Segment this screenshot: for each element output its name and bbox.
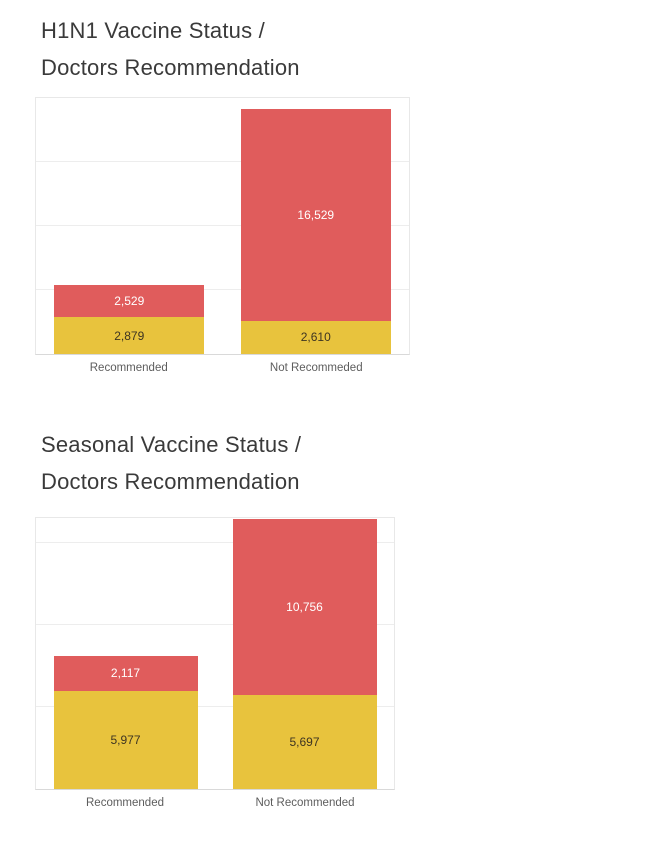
- segment-value-label: 2,879: [114, 328, 145, 343]
- chart-title-line-2: Doctors Recommendation: [41, 55, 300, 80]
- category-label: Recommended: [86, 797, 164, 809]
- bar-segment-yellow[interactable]: 5,697: [232, 695, 377, 789]
- stacked-bar[interactable]: 16,529 2,610: [240, 109, 391, 354]
- bar-segment-yellow[interactable]: 5,977: [53, 690, 198, 789]
- bar-slot: 2,117 5,977: [36, 518, 215, 789]
- chart-title: Seasonal Vaccine Status / Doctors Recomm…: [41, 426, 301, 500]
- segment-value-label: 2,117: [110, 666, 141, 681]
- chart-title-line-1: H1N1 Vaccine Status /: [41, 18, 265, 43]
- bar-segment-red[interactable]: 10,756: [232, 518, 377, 696]
- category-row-1: Recommended Not Recommended: [35, 797, 395, 809]
- chart-title-line-2: Doctors Recommendation: [41, 469, 300, 494]
- bar-slot: 2,529 2,879: [36, 98, 223, 354]
- bar-segment-yellow[interactable]: 2,879: [54, 317, 205, 354]
- gridline: [36, 623, 394, 625]
- stacked-bar[interactable]: 2,117 5,977: [53, 656, 198, 789]
- category-row-0: Recommended Not Recommeded: [35, 362, 410, 374]
- segment-value-label: 2,610: [300, 330, 331, 345]
- segment-value-label: 5,697: [289, 735, 320, 750]
- category-label: Not Recommended: [255, 797, 355, 809]
- bar-slot: 10,756 5,697: [215, 518, 394, 789]
- chart-title: H1N1 Vaccine Status / Doctors Recommenda…: [41, 12, 300, 86]
- chart-title-line-1: Seasonal Vaccine Status /: [41, 432, 302, 457]
- gridline: [36, 225, 409, 226]
- stacked-bar[interactable]: 10,756 5,697: [232, 518, 377, 789]
- gridline: [36, 705, 394, 707]
- segment-value-label: 5,977: [110, 732, 141, 747]
- segment-value-label: 16,529: [297, 207, 335, 222]
- gridline: [36, 289, 409, 290]
- plot-area-1: 2,117 5,977 10,756 5,697: [35, 517, 395, 790]
- bar-segment-red[interactable]: 2,529: [54, 284, 205, 318]
- bar-slot: 16,529 2,610: [223, 98, 410, 354]
- segment-value-label: 10,756: [286, 600, 323, 615]
- bar-segment-yellow[interactable]: 2,610: [240, 320, 391, 354]
- gridline: [36, 161, 409, 162]
- category-label: Not Recommeded: [269, 362, 363, 374]
- gridline: [36, 541, 394, 543]
- bar-segment-red[interactable]: 16,529: [240, 109, 391, 321]
- stacked-bar[interactable]: 2,529 2,879: [54, 284, 205, 354]
- category-label: Recommended: [89, 362, 168, 374]
- plot-area-0: 2,529 2,879 16,529 2,610: [35, 97, 410, 355]
- segment-value-label: 2,529: [114, 293, 145, 308]
- bar-segment-red[interactable]: 2,117: [53, 656, 198, 691]
